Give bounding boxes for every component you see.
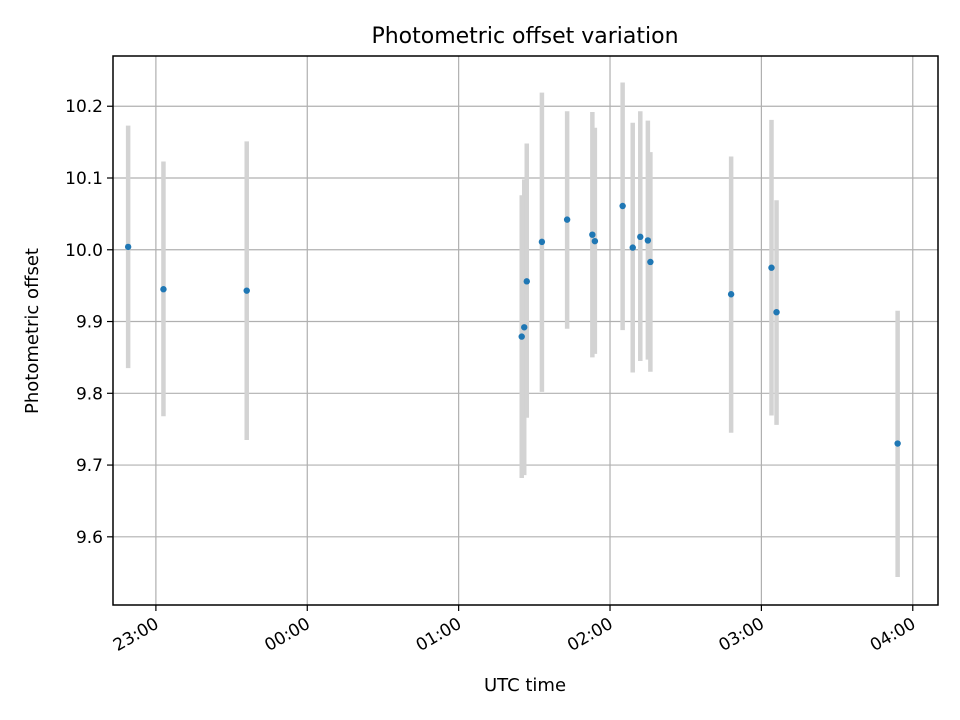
plot-frame [112,55,939,606]
x-tick-label: 02:00 [564,614,616,656]
point-layer [124,202,901,447]
y-tick-label: 10.0 [65,241,103,261]
x-tick-label: 00:00 [261,614,313,656]
data-point [523,278,530,285]
x-tick-label: 04:00 [867,614,919,656]
y-tick-label: 10.2 [65,97,103,117]
data-point [727,291,735,298]
data-point [629,244,636,251]
data-point [647,258,654,266]
y-tick-label: 9.8 [76,384,103,404]
data-point [521,324,528,331]
y-axis-label: Photometric offset [22,248,43,414]
errorbar-layer [125,82,900,578]
data-point [768,264,775,271]
data-point [773,309,780,316]
y-tick-label: 9.9 [76,313,103,333]
data-point [124,243,132,251]
tick-layer: 23:00 00:00 01:00 02:00 03:00 04:00 9.6 9.7 9.8 9… [65,97,919,656]
data-point [538,238,546,246]
data-point [619,202,626,210]
data-point [160,286,167,293]
data-point [563,216,571,223]
x-axis-label: UTC time [484,675,566,696]
data-point [894,440,901,447]
data-point [243,287,250,294]
y-tick-label: 9.6 [76,528,103,548]
data-point [644,237,652,244]
y-tick-label: 10.1 [65,169,103,189]
x-tick-label: 23:00 [110,614,162,656]
x-tick-label: 01:00 [413,614,465,656]
y-tick-label: 9.7 [76,456,103,476]
x-tick-label: 03:00 [715,614,767,656]
data-point [518,333,525,340]
data-point [589,231,596,238]
data-point [591,237,599,245]
chart-title: Photometric offset variation [371,24,678,49]
data-point [637,233,644,241]
